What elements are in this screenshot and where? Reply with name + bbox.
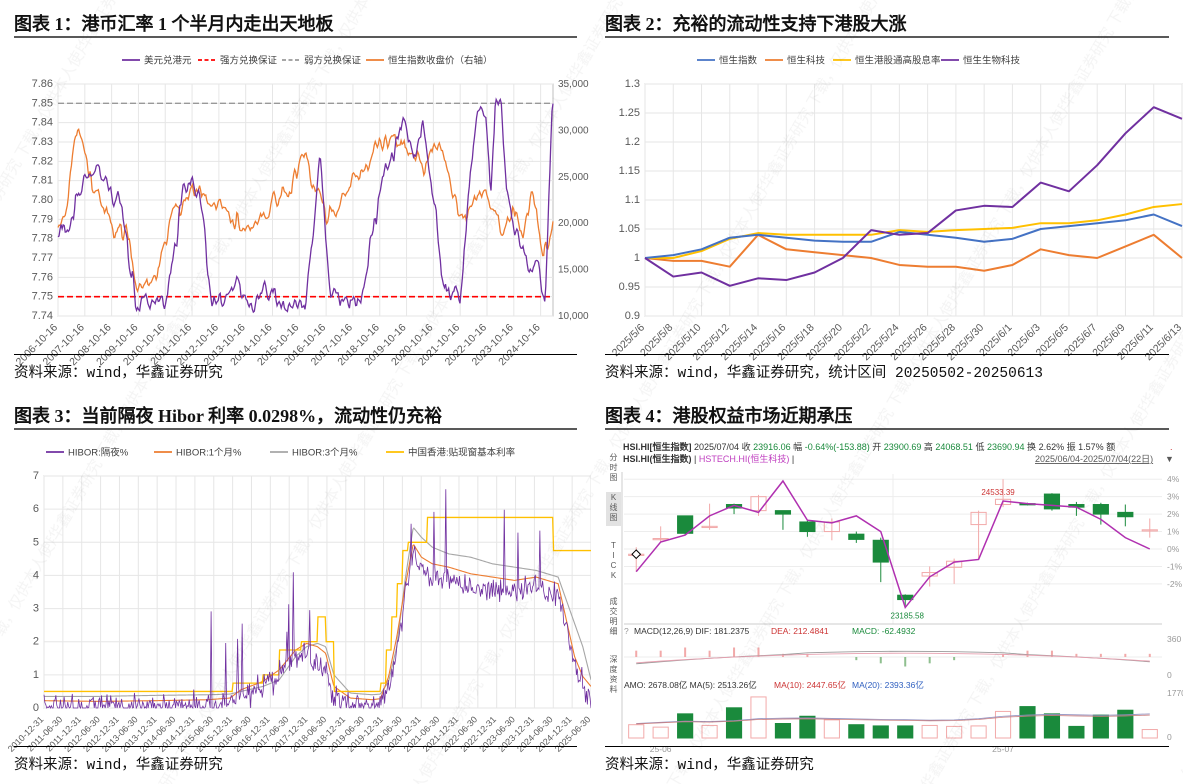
svg-text:成: 成 bbox=[610, 596, 618, 606]
svg-text:1.05: 1.05 bbox=[619, 223, 640, 235]
svg-text:0: 0 bbox=[1167, 670, 1172, 680]
svg-text:4%: 4% bbox=[1167, 474, 1180, 484]
svg-text:7.86: 7.86 bbox=[32, 78, 53, 90]
svg-text:0: 0 bbox=[33, 702, 39, 714]
svg-text:MACD(12,26,9) DIF: 181.2375: MACD(12,26,9) DIF: 181.2375 bbox=[634, 626, 750, 636]
svg-text:美元兑港元: 美元兑港元 bbox=[144, 55, 192, 67]
svg-text:恒生指数: 恒生指数 bbox=[719, 55, 758, 67]
svg-text:HSI.HI(恒生指数) | HSTECH.HI(恒: HSI.HI(恒生指数) | HSTECH.HI(恒生科技) | bbox=[623, 453, 794, 464]
svg-text:AMO: 2678.08亿 MA(5): 2513.26亿: AMO: 2678.08亿 MA(5): 2513.26亿 bbox=[624, 680, 757, 690]
svg-text:1: 1 bbox=[634, 252, 640, 264]
svg-text:1: 1 bbox=[33, 669, 39, 681]
svg-text:恒生生物科技: 恒生生物科技 bbox=[963, 55, 1021, 67]
svg-text:-2%: -2% bbox=[1167, 579, 1183, 589]
svg-text:度: 度 bbox=[610, 664, 618, 674]
svg-text:7.81: 7.81 bbox=[32, 175, 53, 187]
svg-text:HIBOR:隔夜%: HIBOR:隔夜% bbox=[68, 447, 129, 459]
svg-text:6: 6 bbox=[33, 503, 39, 515]
svg-text:图: 图 bbox=[610, 513, 618, 522]
svg-text:0: 0 bbox=[1167, 732, 1172, 742]
svg-text:7.80: 7.80 bbox=[32, 194, 53, 206]
svg-text:25,000: 25,000 bbox=[558, 172, 589, 183]
svg-text:HIBOR:1个月%: HIBOR:1个月% bbox=[176, 448, 242, 459]
svg-text:7.76: 7.76 bbox=[32, 271, 53, 283]
svg-text:5: 5 bbox=[33, 536, 39, 548]
svg-text:图: 图 bbox=[610, 473, 618, 482]
svg-text:MACD: -62.4932: MACD: -62.4932 bbox=[852, 626, 916, 636]
svg-text:料: 料 bbox=[610, 684, 618, 694]
svg-text:7.74: 7.74 bbox=[32, 310, 53, 322]
svg-text:7.85: 7.85 bbox=[32, 97, 53, 109]
svg-text:资: 资 bbox=[610, 674, 618, 684]
svg-text:恒生科技: 恒生科技 bbox=[787, 55, 826, 67]
svg-text:1.25: 1.25 bbox=[619, 107, 640, 119]
svg-text:7.79: 7.79 bbox=[32, 213, 53, 225]
svg-text:7.82: 7.82 bbox=[32, 155, 53, 167]
svg-text:4: 4 bbox=[33, 569, 39, 581]
svg-text:深: 深 bbox=[610, 655, 618, 664]
svg-text:MA(10): 2447.65亿: MA(10): 2447.65亿 bbox=[774, 680, 846, 690]
svg-text:DEA: 212.4841: DEA: 212.4841 bbox=[771, 626, 829, 636]
svg-text:强方兑换保证: 强方兑换保证 bbox=[220, 55, 278, 67]
svg-text:7.83: 7.83 bbox=[32, 136, 53, 148]
svg-text:7.84: 7.84 bbox=[32, 117, 53, 129]
svg-text:线: 线 bbox=[610, 502, 618, 512]
svg-text:1%: 1% bbox=[1167, 527, 1180, 537]
svg-text:360: 360 bbox=[1167, 634, 1181, 644]
svg-text:0.9: 0.9 bbox=[625, 310, 640, 322]
svg-text:恒生指数收盘价（右轴）: 恒生指数收盘价（右轴） bbox=[388, 55, 493, 67]
svg-text:15,000: 15,000 bbox=[558, 265, 589, 276]
svg-text:3: 3 bbox=[33, 603, 39, 615]
svg-text:1.2: 1.2 bbox=[625, 136, 640, 148]
svg-text:2: 2 bbox=[33, 636, 39, 648]
svg-text:HIBOR:3个月%: HIBOR:3个月% bbox=[292, 448, 358, 459]
svg-text:30,000: 30,000 bbox=[558, 125, 589, 136]
svg-text:K: K bbox=[611, 493, 617, 502]
svg-text:0%: 0% bbox=[1167, 544, 1180, 554]
svg-text:1.1: 1.1 bbox=[625, 194, 640, 206]
svg-text:弱方兑换保证: 弱方兑换保证 bbox=[304, 55, 362, 67]
svg-text:-1%: -1% bbox=[1167, 561, 1183, 571]
svg-text:▼: ▼ bbox=[1165, 454, 1174, 464]
svg-text:7.78: 7.78 bbox=[32, 233, 53, 245]
svg-text:7.77: 7.77 bbox=[32, 252, 53, 264]
svg-text:分: 分 bbox=[610, 453, 618, 462]
svg-text:恒生港股通高股息率: 恒生港股通高股息率 bbox=[855, 55, 941, 67]
svg-text:T: T bbox=[611, 541, 616, 550]
svg-text:7.75: 7.75 bbox=[32, 291, 53, 303]
svg-text:1.15: 1.15 bbox=[619, 165, 640, 177]
svg-text:10,000: 10,000 bbox=[558, 311, 589, 322]
svg-text:7: 7 bbox=[33, 470, 39, 482]
svg-text:HSI.HI[恒生指数] 2025/07/04 收: HSI.HI[恒生指数] 2025/07/04 收 23916.06 幅 -0.… bbox=[623, 441, 1115, 452]
svg-text:K: K bbox=[611, 571, 617, 580]
svg-text:I: I bbox=[612, 551, 614, 560]
svg-text:24533.39: 24533.39 bbox=[981, 488, 1015, 497]
svg-text:1.3: 1.3 bbox=[625, 78, 640, 90]
svg-text:时: 时 bbox=[610, 462, 618, 472]
svg-text:C: C bbox=[611, 561, 617, 570]
svg-text:交: 交 bbox=[610, 606, 618, 616]
svg-text:2025/06/04-2025/07/04(22日): 2025/06/04-2025/07/04(22日) bbox=[1035, 454, 1153, 464]
svg-text:明: 明 bbox=[610, 617, 618, 626]
svg-text:3%: 3% bbox=[1167, 492, 1180, 502]
svg-text:0.95: 0.95 bbox=[619, 281, 640, 293]
svg-text:MA(20): 2393.36亿: MA(20): 2393.36亿 bbox=[852, 680, 924, 690]
svg-text:?: ? bbox=[624, 626, 629, 636]
svg-text:中国香港:贴现窗基本利率: 中国香港:贴现窗基本利率 bbox=[408, 447, 516, 459]
svg-text:细: 细 bbox=[610, 626, 618, 636]
svg-text:.: . bbox=[1170, 442, 1173, 452]
svg-text:20,000: 20,000 bbox=[558, 218, 589, 229]
svg-text:35,000: 35,000 bbox=[558, 79, 589, 90]
svg-text:23185.58: 23185.58 bbox=[891, 611, 925, 620]
svg-text:2%: 2% bbox=[1167, 509, 1180, 519]
